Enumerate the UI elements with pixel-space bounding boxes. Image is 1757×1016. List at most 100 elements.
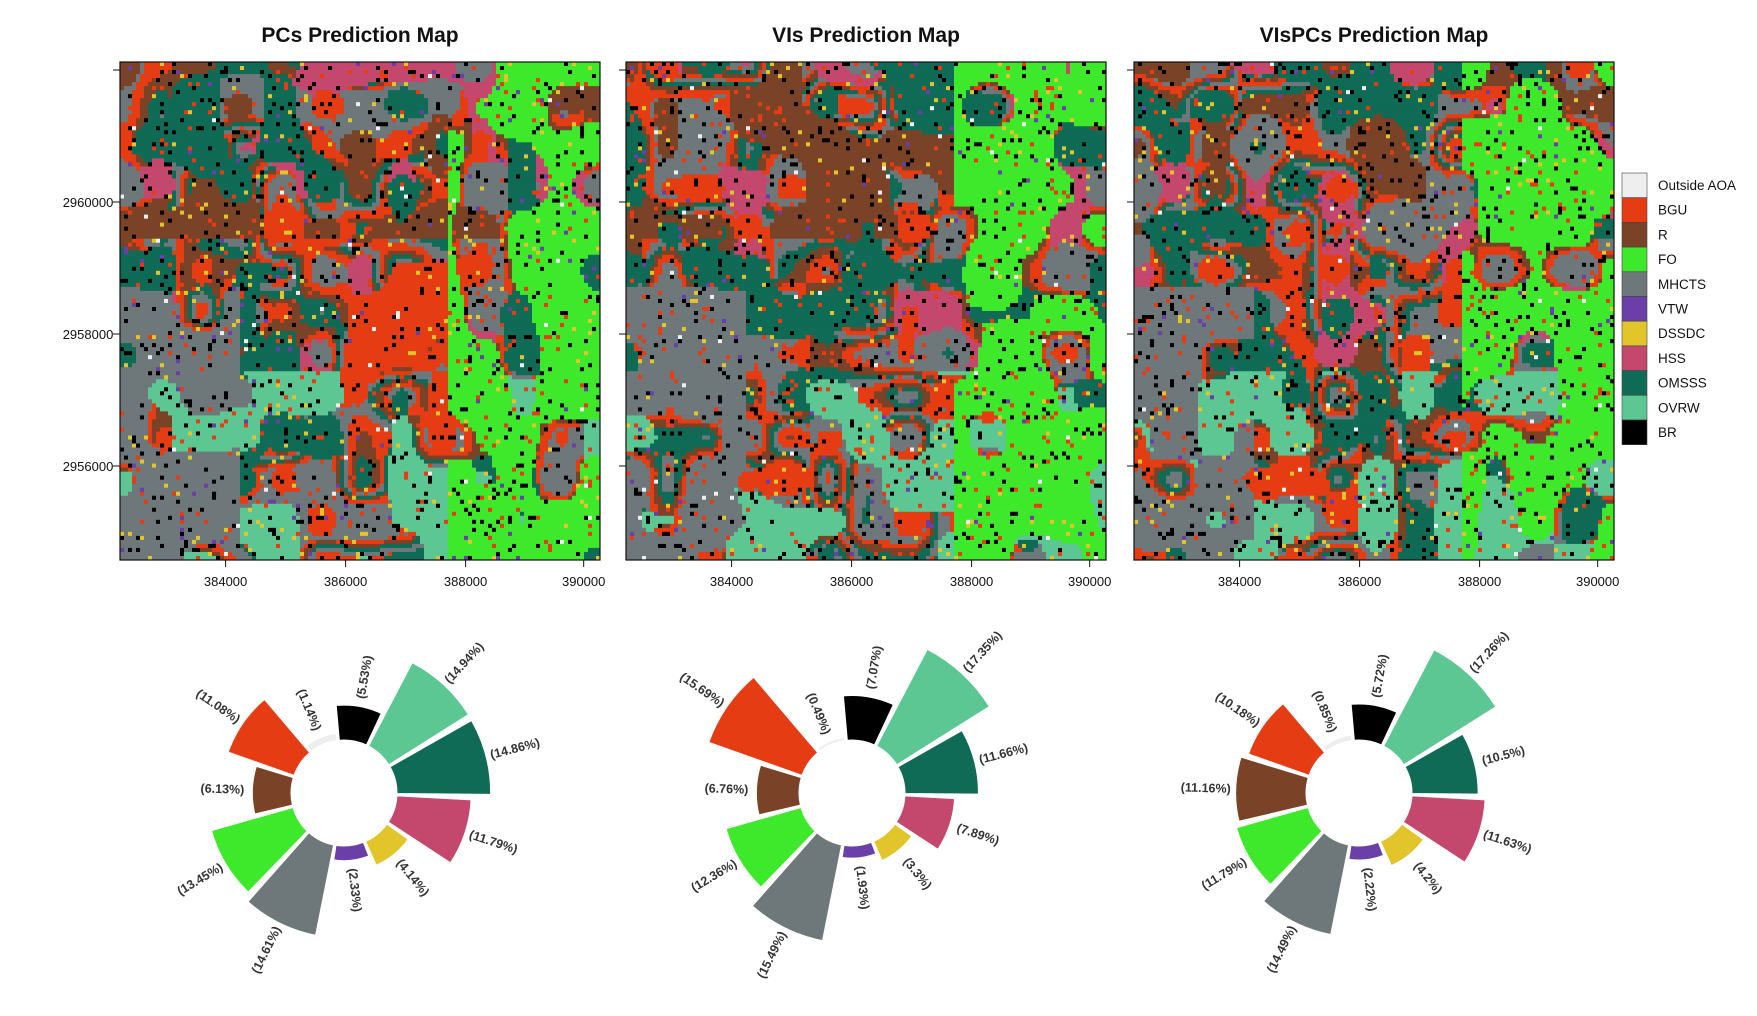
legend-swatch bbox=[1622, 321, 1647, 346]
legend-swatch bbox=[1622, 272, 1647, 297]
percent-label: (10.18%) bbox=[1213, 689, 1263, 729]
bar-bgu bbox=[709, 677, 818, 775]
percent-label: (14.94%) bbox=[442, 640, 487, 687]
percent-label: (6.76%) bbox=[704, 781, 748, 796]
legend-swatch bbox=[1622, 371, 1647, 396]
legend-item: Outside AOA bbox=[1622, 173, 1736, 198]
legend-item: BGU bbox=[1622, 198, 1687, 223]
x-tick-label: 384000 bbox=[204, 574, 247, 589]
percent-label: (1.93%) bbox=[853, 865, 872, 910]
x-tick-label: 390000 bbox=[1576, 574, 1619, 589]
percent-label: (4.2%) bbox=[1411, 859, 1445, 896]
x-tick-label: 384000 bbox=[710, 574, 753, 589]
composition-chart: (7.07%) (17.35%) (11.66%) (7.89%) (3.3%) (1.9… bbox=[677, 628, 1029, 980]
bar-hss bbox=[388, 796, 471, 863]
percent-label: (6.13%) bbox=[200, 781, 244, 796]
composition-chart: (5.53%) (14.94%) (14.86%) (11.79%) (4.14%) (2… bbox=[175, 640, 542, 976]
x-tick-label: 388000 bbox=[950, 574, 993, 589]
percent-label: (10.5%) bbox=[1480, 743, 1526, 768]
percent-label: (3.3%) bbox=[900, 855, 934, 892]
map-panel-pcs: PCs Prediction Map 384000 386000 388000 3900… bbox=[63, 24, 606, 589]
percent-label: (0.49%) bbox=[804, 691, 834, 737]
map-title: VIsPCs Prediction Map bbox=[1260, 24, 1489, 47]
legend-item: FO bbox=[1622, 247, 1677, 272]
bar-vtw bbox=[842, 842, 876, 858]
bar-dssdc bbox=[874, 824, 912, 860]
percent-label: (17.26%) bbox=[1467, 629, 1512, 676]
y-tick-label: 2960000 bbox=[63, 195, 114, 210]
percent-label: (11.08%) bbox=[194, 686, 243, 726]
percent-label: (14.86%) bbox=[489, 736, 542, 762]
legend-swatch bbox=[1622, 222, 1647, 247]
bar-outside-aoa bbox=[818, 737, 845, 751]
bar-hss bbox=[1403, 796, 1485, 862]
percent-label: (11.66%) bbox=[977, 741, 1029, 767]
legend-item: OMSSS bbox=[1622, 371, 1707, 396]
x-tick-label: 390000 bbox=[562, 574, 605, 589]
legend-item: MHCTS bbox=[1622, 272, 1706, 297]
percent-label: (1.14%) bbox=[294, 687, 324, 733]
legend-item: VTW bbox=[1622, 297, 1688, 322]
legend-label: MHCTS bbox=[1658, 277, 1706, 292]
legend-item: BR bbox=[1622, 420, 1677, 445]
x-tick-label: 388000 bbox=[1458, 574, 1501, 589]
classification-raster bbox=[626, 62, 1107, 561]
legend-label: OVRW bbox=[1658, 400, 1700, 415]
x-tick-label: 390000 bbox=[1068, 574, 1111, 589]
legend-item: R bbox=[1622, 222, 1668, 247]
x-tick-label: 386000 bbox=[830, 574, 873, 589]
legend-label: FO bbox=[1658, 252, 1677, 267]
percent-label: (0.85%) bbox=[1310, 689, 1340, 735]
percent-label: (12.36%) bbox=[689, 857, 740, 895]
x-tick-label: 384000 bbox=[1218, 574, 1261, 589]
x-tick-label: 386000 bbox=[324, 574, 367, 589]
percent-label: (7.89%) bbox=[955, 821, 1001, 848]
percent-label: (11.79%) bbox=[467, 828, 519, 857]
x-tick-label: 388000 bbox=[444, 574, 487, 589]
classification-raster bbox=[120, 62, 601, 561]
percent-label: (15.69%) bbox=[677, 670, 727, 710]
legend-label: BR bbox=[1658, 425, 1677, 440]
map-title: PCs Prediction Map bbox=[261, 24, 458, 47]
map-panel-vispcs: VIsPCs Prediction Map 384000 386000 388000 3… bbox=[1127, 24, 1619, 589]
y-tick-label: 2958000 bbox=[63, 327, 114, 342]
bar-r bbox=[252, 766, 293, 814]
legend: Outside AOA BGU R FO MHCTS VTW DSSDC HSS OMSSS OV… bbox=[1622, 173, 1736, 445]
legend-swatch bbox=[1622, 420, 1647, 445]
bar-outside-aoa bbox=[307, 733, 337, 751]
legend-swatch bbox=[1622, 198, 1647, 223]
legend-label: BGU bbox=[1658, 203, 1687, 218]
percent-label: (15.49%) bbox=[754, 929, 789, 981]
percent-label: (4.14%) bbox=[394, 856, 432, 899]
legend-swatch bbox=[1622, 173, 1647, 198]
percent-label: (7.07%) bbox=[863, 645, 884, 691]
percent-label: (5.53%) bbox=[354, 654, 375, 700]
legend-item: OVRW bbox=[1622, 395, 1700, 420]
bar-bgu bbox=[228, 699, 309, 775]
percent-label: (2.33%) bbox=[345, 868, 364, 913]
map-panel-vis: VIs Prediction Map 384000 386000 388000 3900… bbox=[619, 24, 1111, 589]
percent-label: (2.22%) bbox=[1360, 867, 1379, 912]
percent-label: (11.16%) bbox=[1181, 780, 1231, 796]
bar-outside-aoa bbox=[1323, 735, 1352, 751]
percent-label: (17.35%) bbox=[960, 628, 1005, 675]
legend-label: OMSSS bbox=[1658, 376, 1707, 391]
legend-item: HSS bbox=[1622, 346, 1686, 371]
legend-swatch bbox=[1622, 297, 1647, 322]
legend-swatch bbox=[1622, 247, 1647, 272]
x-tick-label: 386000 bbox=[1338, 574, 1381, 589]
percent-label: (14.49%) bbox=[1264, 923, 1299, 975]
percent-label: (13.45%) bbox=[175, 860, 226, 898]
bar-vtw bbox=[1349, 842, 1384, 860]
classification-raster bbox=[1134, 62, 1615, 561]
legend-swatch bbox=[1622, 346, 1647, 371]
composition-chart: (5.72%)(17.26%)(10.5%)(11.63%)(4.2%)(2.2… bbox=[1181, 629, 1534, 975]
percent-label: (14.61%) bbox=[249, 924, 284, 976]
map-title: VIs Prediction Map bbox=[772, 24, 960, 47]
legend-swatch bbox=[1622, 395, 1647, 420]
y-tick-label: 2956000 bbox=[63, 459, 114, 474]
legend-item: DSSDC bbox=[1622, 321, 1706, 346]
legend-label: DSSDC bbox=[1658, 326, 1706, 341]
legend-label: Outside AOA bbox=[1658, 178, 1736, 193]
